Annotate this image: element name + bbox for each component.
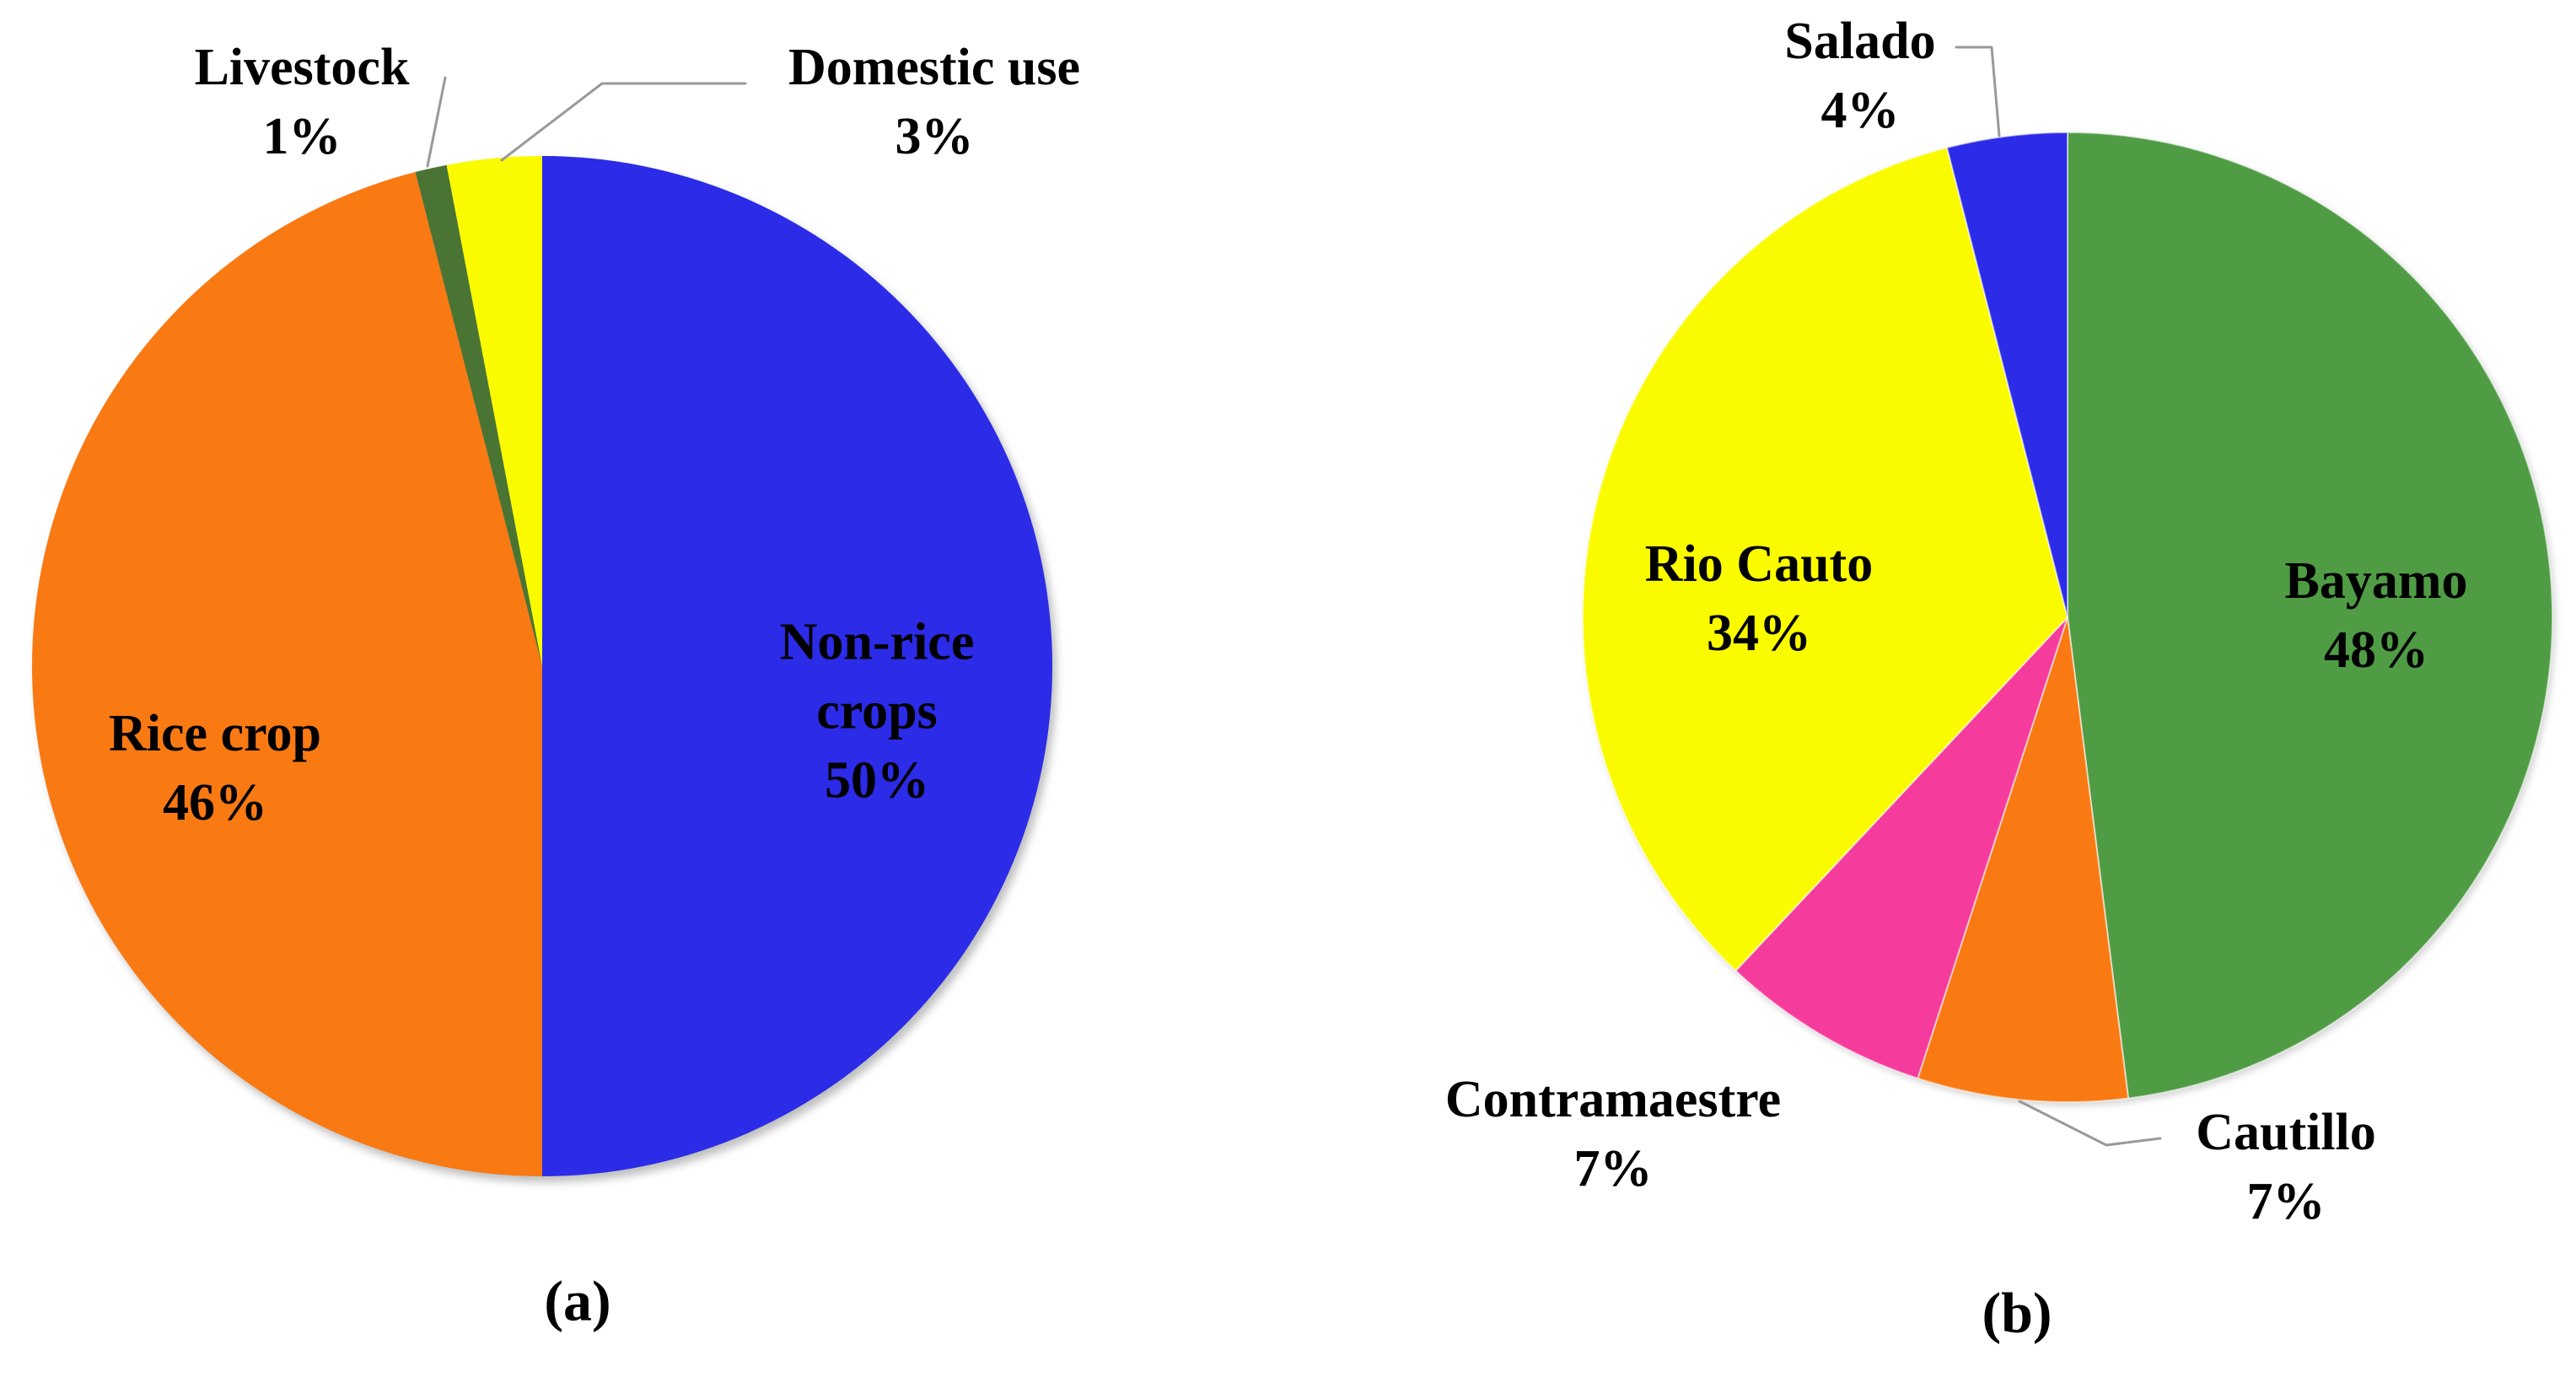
label-bayamo-pct: 48%: [2324, 621, 2428, 679]
label-rio-cauto-pct: 34%: [1707, 605, 1811, 662]
label-bayamo-name: Bayamo: [2284, 552, 2468, 611]
label-salado-pct: 4%: [1820, 82, 1900, 139]
label-cautillo-name: Cautillo: [2196, 1104, 2376, 1162]
caption-a: (a): [544, 1268, 611, 1333]
slice-cautillo: [1917, 616, 2130, 1103]
slice-domestic-use: [446, 156, 542, 666]
label-non-rice-crops-pct: 50%: [825, 750, 929, 809]
pie-chart-a: [32, 156, 1052, 1176]
slice-rice-crop: [32, 172, 543, 1176]
label-salado-name: Salado: [1784, 13, 1936, 71]
label-contramaestre-pct: 7%: [1573, 1140, 1653, 1197]
label-domestic-use-name: Domestic use: [788, 39, 1081, 97]
pie-chart-b: [1582, 131, 2554, 1103]
slice-contramaestre: [1734, 616, 2068, 1080]
label-livestock-name: Livestock: [194, 39, 410, 97]
label-non-rice-crops-name: Non-rice crops: [779, 613, 975, 740]
salado-leader-line: [1955, 46, 2001, 137]
livestock-leader-line: [426, 76, 447, 168]
slice-salado: [1945, 131, 2068, 618]
cautillo-leader-line: [2018, 1100, 2162, 1147]
slice-non-rice-crops: [542, 156, 1052, 1176]
label-domestic-use: Domestic use 3%: [723, 34, 1145, 172]
label-rice-crop: Rice crop 46%: [34, 700, 396, 838]
label-livestock-pct: 1%: [262, 108, 341, 165]
caption-b: (b): [1982, 1280, 2052, 1345]
label-salado: Salado 4%: [1717, 8, 2003, 146]
slice-livestock: [415, 164, 542, 667]
label-cautillo: Cautillo 7%: [2126, 1099, 2446, 1237]
label-rio-cauto-name: Rio Cauto: [1644, 535, 1874, 594]
label-rice-crop-name: Rice crop: [109, 705, 321, 763]
label-contramaestre-name: Contramaestre: [1444, 1071, 1782, 1129]
slice-bayamo: [2067, 131, 2554, 1100]
label-bayamo: Bayamo 48%: [2195, 547, 2557, 686]
label-domestic-use-pct: 3%: [895, 108, 974, 165]
domestic-use-leader-line: [500, 82, 747, 162]
label-rice-crop-pct: 46%: [163, 774, 267, 831]
label-contramaestre: Contramaestre 7%: [1335, 1066, 1891, 1204]
slice-rio-cauto: [1582, 146, 2069, 972]
label-cautillo-pct: 7%: [2246, 1173, 2326, 1230]
label-rio-cauto: Rio Cauto 34%: [1578, 530, 1940, 669]
label-livestock: Livestock 1%: [125, 34, 479, 172]
label-non-rice-crops: Non-rice crops 50%: [759, 608, 995, 815]
